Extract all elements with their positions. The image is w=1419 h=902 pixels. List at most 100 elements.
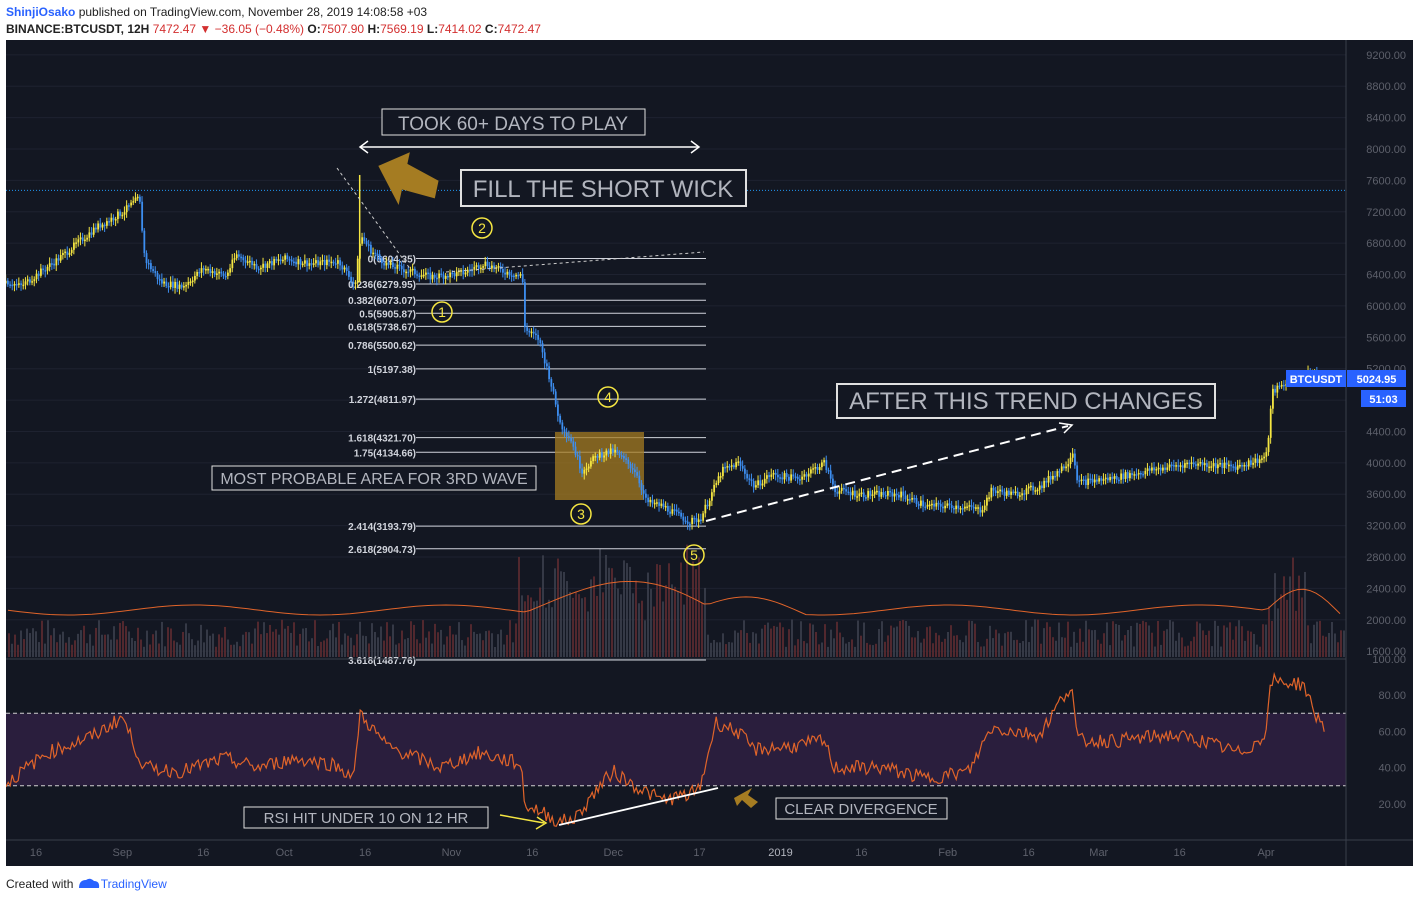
candle <box>442 274 445 279</box>
candle <box>277 259 280 261</box>
candle <box>381 258 383 264</box>
candle <box>1186 462 1189 465</box>
candle <box>715 482 718 485</box>
candle <box>955 505 958 510</box>
candle <box>583 469 586 474</box>
volume-bar <box>611 568 613 657</box>
candle <box>1003 492 1006 496</box>
candle <box>341 265 344 270</box>
candle <box>1153 467 1156 471</box>
candle <box>658 502 661 506</box>
volume-bar <box>392 624 394 657</box>
candle <box>730 465 733 467</box>
volume-bar <box>626 563 628 657</box>
volume-bar <box>323 640 325 657</box>
volume-bar <box>206 629 208 657</box>
chart-area[interactable]: 0(6604.35) 0.236(6279.95) 0.382(6073.07) 0.… <box>0 40 1413 866</box>
tradingview-brand[interactable]: TradingView <box>100 877 167 891</box>
candle <box>774 472 777 475</box>
candle <box>1100 478 1103 481</box>
candle <box>911 497 914 500</box>
candle <box>1140 472 1142 475</box>
volume-bar <box>95 627 97 657</box>
candle <box>946 503 949 506</box>
volume-bar <box>395 644 397 657</box>
candle <box>1228 464 1230 467</box>
volume-bar <box>608 567 610 657</box>
candle <box>363 237 366 241</box>
volume-bar <box>221 637 223 657</box>
candle <box>693 517 696 520</box>
candle <box>607 450 610 454</box>
candle <box>350 276 353 283</box>
volume-bar <box>602 592 604 657</box>
candle <box>598 452 601 458</box>
candle <box>924 506 927 509</box>
volume-bar <box>1160 644 1162 657</box>
wave-label: 5 <box>690 547 698 563</box>
volume-bar <box>14 634 16 657</box>
high-value: 7569.19 <box>380 22 424 36</box>
volume-bar <box>1028 642 1030 657</box>
price-tags[interactable]: BTCUSDT 5024.95 51:03 <box>1286 370 1406 407</box>
candle <box>132 201 135 203</box>
volume-bar <box>530 597 532 657</box>
candle <box>308 263 311 266</box>
volume-bar <box>938 635 940 657</box>
volume-bar <box>644 620 646 657</box>
candle <box>139 196 141 202</box>
candle <box>295 261 298 265</box>
price-chart[interactable]: 0(6604.35) 0.236(6279.95) 0.382(6073.07) 0.… <box>0 40 1413 866</box>
volume-bar <box>704 587 706 657</box>
volume-bar <box>1337 642 1339 657</box>
volume-bar <box>1304 571 1306 657</box>
candle <box>513 275 515 278</box>
candle <box>862 492 865 498</box>
volume-bar <box>536 600 538 657</box>
volume-bar <box>1289 576 1291 657</box>
candle <box>843 487 845 490</box>
volume-bar <box>218 634 220 657</box>
author-name[interactable]: ShinjiOsako <box>6 5 76 19</box>
candle <box>972 506 975 509</box>
candle <box>515 274 518 277</box>
volume-bar <box>920 642 922 657</box>
candle <box>330 261 333 264</box>
volume-bar <box>284 628 286 657</box>
volume-bar <box>425 637 427 657</box>
candle <box>438 273 441 279</box>
candle <box>860 492 863 494</box>
volume-bar <box>1127 629 1129 657</box>
candle <box>1155 469 1158 471</box>
volume-bar <box>1043 628 1045 657</box>
candle <box>524 282 526 328</box>
volume-bar <box>461 640 463 657</box>
candle <box>1243 464 1246 467</box>
candle <box>772 472 775 475</box>
volume-bar <box>1076 642 1078 657</box>
volume-bar <box>995 629 997 657</box>
time-axis[interactable]: 16 Sep 16 Oct 16 Nov 16 Dec 17 2019 16 Feb 16 Mar 16 Ap… <box>30 847 1275 859</box>
volume-bar <box>1340 630 1342 657</box>
volume-bar <box>902 619 904 657</box>
volume-bar <box>164 646 166 657</box>
candle <box>629 463 632 469</box>
volume-bar <box>947 631 949 657</box>
time-tick-label: 16 <box>197 847 209 859</box>
rsi-axis[interactable]: 100.00 80.00 60.00 40.00 20.00 <box>1372 654 1406 811</box>
volume-bar <box>368 643 370 657</box>
candle <box>46 266 49 271</box>
candle <box>106 221 108 226</box>
volume-bar <box>659 564 661 657</box>
volume-bar <box>458 622 460 657</box>
candle <box>1071 453 1074 458</box>
volume-bar <box>119 622 121 657</box>
candle <box>574 446 577 455</box>
candle <box>403 269 405 273</box>
volume-bar <box>293 622 295 657</box>
volume-bar <box>296 645 298 657</box>
candle <box>95 227 97 230</box>
candle <box>1122 473 1125 479</box>
volume-bar <box>1283 576 1285 657</box>
fib-label: 1(5197.38) <box>368 365 416 376</box>
